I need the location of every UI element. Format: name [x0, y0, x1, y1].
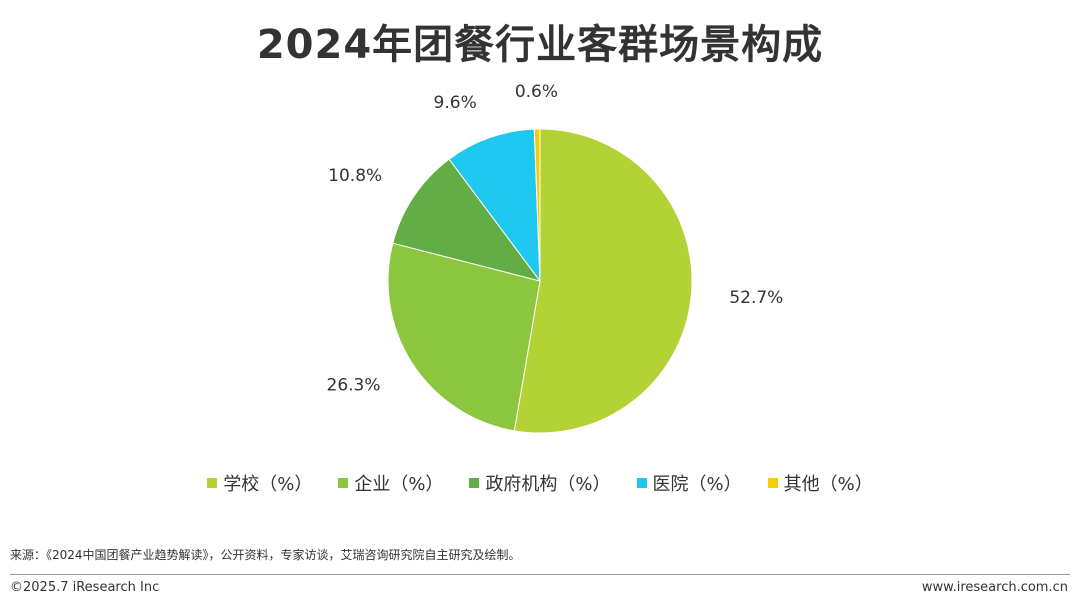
pie-slice-0	[513, 128, 693, 434]
legend-label-1: 企业（%）	[354, 474, 444, 495]
legend-item-4: 其他（%）	[767, 470, 873, 496]
legend-label-2: 政府机构（%）	[485, 474, 611, 495]
legend-item-0: 学校（%）	[207, 470, 312, 496]
legend-item-3: 医院（%）	[636, 470, 742, 496]
legend-label-0: 学校（%）	[223, 474, 313, 495]
legend-label-4: 其他（%）	[783, 474, 873, 495]
pie-data-label-2: 10.8%	[328, 166, 382, 186]
footer-divider	[10, 574, 1070, 575]
pie-data-label-4: 0.6%	[515, 82, 558, 102]
pie-slice-4	[533, 128, 541, 282]
source-note: 来源：《2024中国团餐产业趋势解读》，公开资料，专家访谈，艾瑞咨询研究院自主研…	[10, 548, 521, 562]
website-link[interactable]: www.iresearch.com.cn	[921, 580, 1068, 595]
legend-item-1: 企业（%）	[338, 470, 443, 496]
chart-title: 2024年团餐行业客群场景构成	[256, 22, 824, 68]
pie-data-label-0: 52.7%	[729, 288, 783, 308]
legend-swatch-0	[207, 478, 218, 488]
legend-item-2: 政府机构（%）	[469, 470, 611, 496]
pie-data-label-3: 9.6%	[434, 93, 477, 113]
pie-data-label-1: 26.3%	[327, 375, 381, 395]
legend-label-3: 医院（%）	[652, 474, 742, 495]
pie-slice-2	[392, 158, 542, 282]
legend-swatch-4	[767, 478, 778, 488]
copyright-text: ©2025.7 iResearch Inc	[10, 580, 160, 595]
pie-slice-1	[387, 242, 541, 432]
legend-swatch-2	[469, 478, 480, 488]
pie-slice-3	[448, 128, 541, 283]
legend-swatch-3	[636, 478, 647, 488]
legend-swatch-1	[338, 478, 349, 488]
chart-legend: 学校（%） 企业（%） 政府机构（%） 医院（%） 其他（%）	[0, 470, 1080, 496]
